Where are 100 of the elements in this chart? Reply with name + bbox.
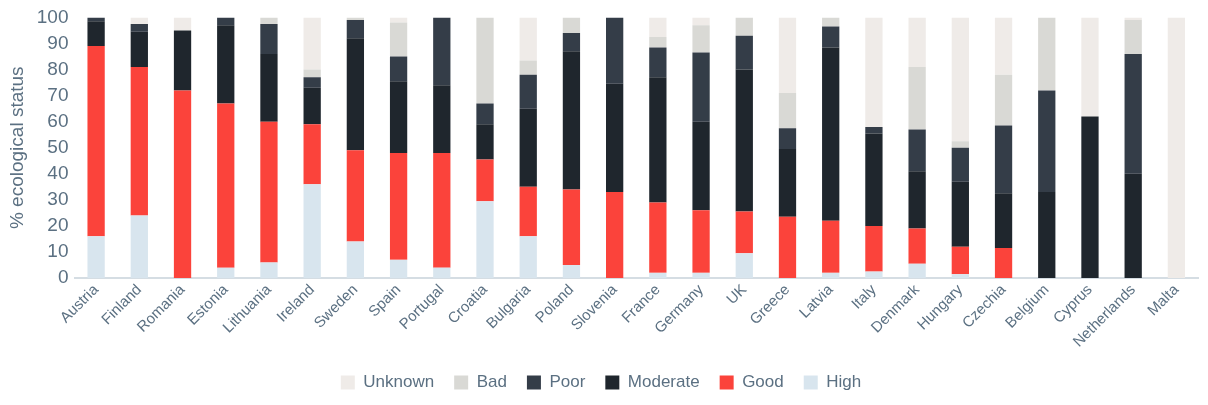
- bar: [649, 202, 667, 273]
- bar: [822, 17, 840, 27]
- bar: [735, 35, 753, 70]
- bar: [476, 124, 494, 160]
- bar: [1167, 17, 1186, 279]
- y-tick-label: 30: [47, 188, 69, 210]
- bar: [519, 74, 537, 109]
- bar: [389, 56, 408, 82]
- bar: [649, 47, 667, 78]
- y-tick-label: 40: [47, 162, 69, 184]
- bar: [822, 26, 840, 48]
- bar: [951, 147, 969, 182]
- bar: [1081, 116, 1099, 279]
- bar: [908, 228, 926, 264]
- bar: [303, 77, 321, 88]
- bar: [994, 125, 1013, 194]
- bar: [778, 216, 797, 279]
- bar: [1038, 192, 1056, 279]
- bar: [778, 93, 797, 129]
- bar: [217, 103, 235, 268]
- bar: [1124, 53, 1142, 174]
- y-axis-title: % ecological status: [5, 66, 27, 230]
- bar: [562, 51, 581, 190]
- legend-label: Good: [742, 372, 784, 392]
- bar: [908, 17, 926, 67]
- bar: [303, 17, 321, 70]
- bar: [346, 150, 365, 242]
- bar: [433, 85, 451, 153]
- y-tick-label: 10: [47, 240, 69, 262]
- bar: [778, 17, 797, 93]
- legend-label: Poor: [549, 372, 586, 392]
- bar: [951, 17, 969, 142]
- bar: [735, 69, 753, 212]
- bar: [260, 17, 278, 24]
- bar: [908, 171, 926, 229]
- y-tick-label: 20: [47, 214, 69, 236]
- bar: [476, 159, 494, 202]
- bar: [173, 30, 192, 91]
- bar: [908, 129, 926, 172]
- bar: [1124, 173, 1142, 279]
- bar: [1038, 90, 1056, 193]
- bar: [865, 17, 883, 127]
- bar: [994, 248, 1013, 279]
- bar: [951, 246, 969, 275]
- bar: [1124, 20, 1142, 54]
- bar: [519, 60, 537, 75]
- x-tick-label: UK: [722, 280, 750, 308]
- bar: [519, 186, 537, 237]
- bar: [994, 74, 1013, 126]
- bar: [606, 17, 624, 84]
- bar: [260, 121, 278, 263]
- bar: [606, 83, 624, 193]
- legend-label: Moderate: [627, 372, 700, 392]
- bar: [476, 103, 494, 125]
- bar: [1038, 17, 1056, 91]
- y-tick-label: 70: [47, 83, 69, 105]
- bar: [692, 25, 710, 53]
- bar: [692, 17, 710, 26]
- y-tick-label: 50: [47, 135, 69, 157]
- bar: [389, 17, 408, 23]
- bar: [908, 66, 926, 130]
- bar: [606, 192, 624, 279]
- bar: [994, 17, 1013, 75]
- bar: [951, 181, 969, 247]
- bar: [476, 17, 494, 104]
- bar: [346, 20, 365, 39]
- bar: [649, 17, 667, 37]
- legend-label: Unknown: [363, 372, 435, 392]
- bar: [735, 211, 753, 254]
- bar: [346, 38, 365, 151]
- y-tick-label: 100: [36, 5, 69, 27]
- bar: [173, 90, 192, 279]
- bar: [519, 108, 537, 187]
- bar: [562, 33, 581, 52]
- y-tick-label: 0: [57, 266, 69, 288]
- bar: [994, 193, 1013, 249]
- bar: [562, 189, 581, 266]
- bar: [217, 25, 235, 104]
- bar: [303, 87, 321, 125]
- bar: [865, 126, 883, 134]
- bar: [519, 17, 537, 61]
- y-tick-label: 90: [47, 31, 69, 53]
- bar: [951, 141, 969, 148]
- bar: [389, 22, 408, 57]
- bar: [649, 36, 667, 48]
- bar: [778, 149, 797, 217]
- bar: [389, 152, 408, 260]
- bar: [433, 17, 451, 86]
- bar: [692, 121, 710, 211]
- bar: [649, 77, 667, 203]
- bar: [87, 46, 105, 237]
- y-tick-label: 80: [47, 57, 69, 79]
- y-tick-label: 60: [47, 109, 69, 131]
- bar: [130, 23, 148, 32]
- bar: [692, 210, 710, 273]
- bar: [692, 52, 710, 122]
- bar: [735, 17, 753, 36]
- legend-label: Bad: [476, 372, 507, 392]
- bar: [130, 31, 148, 67]
- bar: [130, 66, 148, 216]
